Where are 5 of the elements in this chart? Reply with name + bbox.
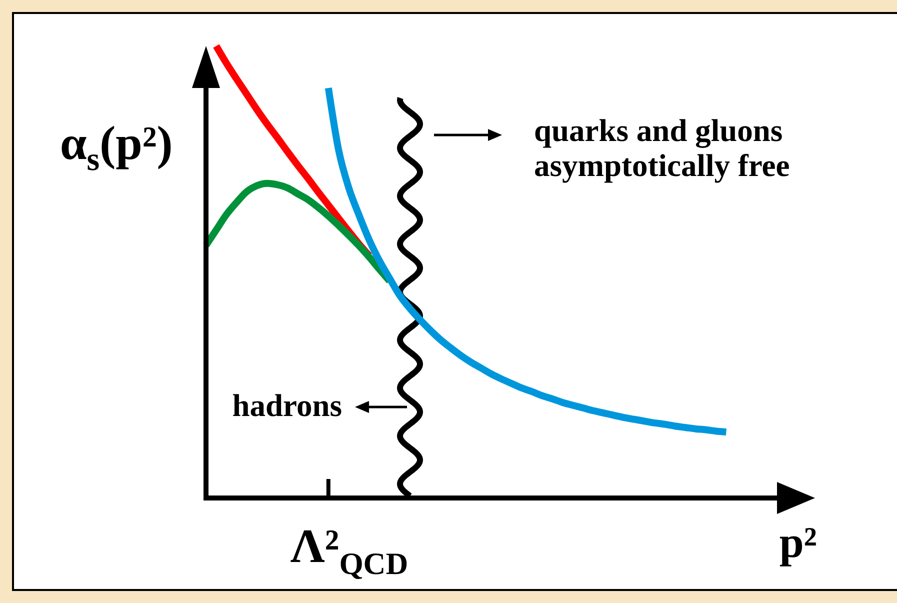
x-axis-title: p² — [779, 518, 817, 567]
text: Λ²$_{QCD}$ — [290, 520, 408, 581]
annotation: hadrons — [232, 388, 342, 423]
annotation: quarks and gluons asymptotically free — [534, 113, 790, 183]
y-axis-title: α$_{s}$(p²) — [60, 117, 173, 178]
